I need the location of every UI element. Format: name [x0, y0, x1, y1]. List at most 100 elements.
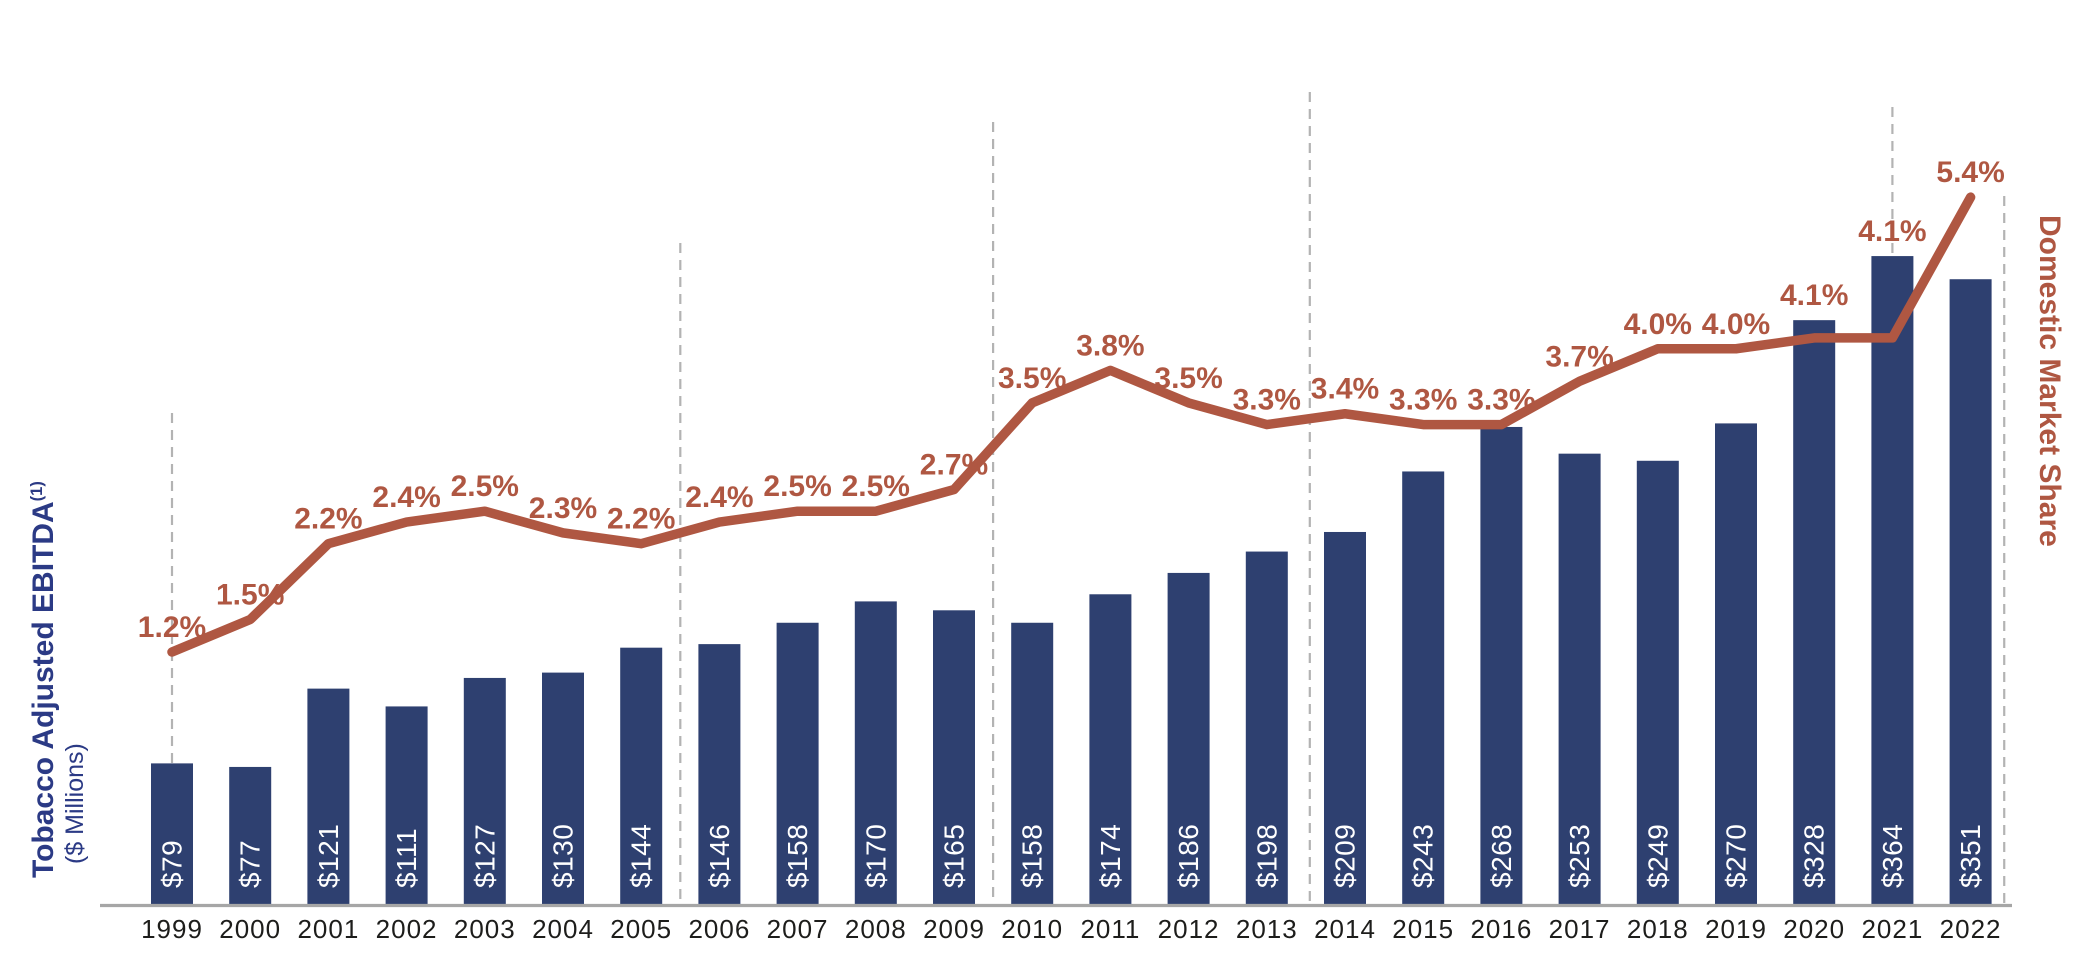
year-label: 2020 [1783, 914, 1845, 944]
percent-label: 4.1% [1780, 279, 1848, 312]
market-share-line [167, 192, 1976, 657]
year-label: 2005 [610, 914, 672, 944]
bar-2000 [229, 766, 272, 904]
bar-value-label: $364 [1877, 824, 1908, 888]
percent-label: 3.5% [1154, 362, 1222, 395]
bar-2021 [1871, 256, 1914, 905]
bar-2020 [1793, 320, 1836, 904]
percent-label: 2.5% [451, 470, 519, 503]
y-axis-title: Tobacco Adjusted EBITDA(1) ($ Millions) [26, 481, 91, 878]
bar-value-label: $174 [1095, 824, 1126, 888]
bar-2007 [776, 622, 819, 904]
year-label: 2013 [1236, 914, 1298, 944]
year-label: 2007 [767, 914, 829, 944]
bar-2005 [620, 647, 663, 904]
percent-label: 2.7% [920, 449, 988, 482]
percent-label: 3.3% [1233, 384, 1301, 417]
bar-value-label: $170 [860, 824, 891, 888]
year-label: 2012 [1158, 914, 1220, 944]
year-label: 2022 [1940, 914, 2002, 944]
bar-value-label: $198 [1251, 824, 1282, 888]
footnote-marker: (1) [28, 481, 46, 502]
percent-label: 4.1% [1858, 215, 1926, 248]
percent-label: 3.3% [1389, 384, 1457, 417]
bar-2001 [307, 688, 350, 904]
year-label: 2014 [1314, 914, 1376, 944]
bar-value-label: $165 [939, 824, 970, 888]
bar-value-label: $127 [469, 824, 500, 888]
bar-value-label: $209 [1330, 824, 1361, 888]
percent-label: 1.5% [216, 579, 284, 612]
bar-2006 [698, 644, 741, 904]
percent-label: 3.7% [1545, 340, 1613, 373]
year-label: 2011 [1080, 914, 1140, 944]
y2-axis-title: Domestic Market Share [2033, 215, 2066, 547]
bar-value-label: $270 [1721, 824, 1752, 888]
year-label: 2001 [297, 914, 359, 944]
bar-value-label: $111 [391, 828, 422, 888]
bar-value-label: $243 [1408, 824, 1439, 888]
year-label: 2019 [1705, 914, 1767, 944]
percent-label: 1.2% [138, 611, 206, 644]
bar-value-label: $328 [1799, 824, 1830, 888]
bar-2014 [1324, 531, 1366, 904]
percent-label: 2.4% [372, 481, 440, 514]
year-label: 2000 [219, 914, 281, 944]
bar-value-label: $351 [1955, 824, 1986, 888]
bar-value-label: $121 [313, 824, 344, 888]
bar-2009 [933, 610, 975, 904]
percent-label: 3.8% [1076, 329, 1144, 362]
percent-label: 2.5% [763, 470, 831, 503]
percent-label: 3.5% [998, 362, 1066, 395]
bar-value-label: $146 [704, 824, 735, 888]
percent-label: 2.2% [607, 503, 675, 536]
bar-2011 [1089, 594, 1132, 904]
year-label: 2009 [923, 914, 985, 944]
bar-value-label: $253 [1564, 824, 1595, 888]
y-axis-title-text: Tobacco Adjusted EBITDA(1) [27, 481, 60, 878]
bar-value-label: $77 [235, 840, 266, 888]
percent-label: 2.4% [685, 481, 753, 514]
percent-label: 3.3% [1467, 384, 1535, 417]
year-label: 2010 [1001, 914, 1063, 944]
percent-label: 3.4% [1311, 373, 1379, 406]
bar-value-label: $144 [626, 824, 657, 888]
bar-value-label: $130 [548, 824, 579, 888]
bar-2018 [1636, 460, 1679, 904]
year-label: 2021 [1861, 914, 1923, 944]
year-label: 2015 [1392, 914, 1454, 944]
bar-2015 [1402, 471, 1445, 904]
year-label: 2004 [532, 914, 594, 944]
bar-2002 [385, 706, 428, 904]
year-label: 2006 [688, 914, 750, 944]
percent-label: 5.4% [1936, 156, 2004, 189]
percent-label: 4.0% [1702, 308, 1770, 341]
y-axis-units: ($ Millions) [61, 743, 90, 864]
bar-2019 [1715, 423, 1757, 904]
bar-value-label: $158 [1017, 824, 1048, 888]
year-label: 2008 [845, 914, 907, 944]
bar-2017 [1558, 453, 1601, 904]
year-label: 1999 [141, 914, 203, 944]
bar-value-label: $79 [157, 840, 188, 888]
bar-2008 [854, 601, 897, 904]
percent-label: 2.3% [529, 492, 597, 525]
bar-2022 [1949, 279, 1992, 905]
year-label: 2018 [1627, 914, 1689, 944]
bar-2016 [1480, 426, 1523, 904]
bar-value-label: $186 [1173, 824, 1204, 888]
bar-2010 [1011, 622, 1054, 904]
percent-label: 4.0% [1624, 308, 1692, 341]
year-label: 2003 [454, 914, 516, 944]
percent-label: 2.2% [294, 503, 362, 536]
bar-value-label: $249 [1642, 824, 1673, 888]
year-label: 2016 [1470, 914, 1532, 944]
bar-2012 [1167, 572, 1210, 904]
bar-value-label: $268 [1486, 824, 1517, 888]
bar-2003 [463, 677, 506, 904]
year-label: 2017 [1549, 914, 1611, 944]
bar-2013 [1245, 551, 1288, 904]
bar-value-label: $158 [782, 824, 813, 888]
